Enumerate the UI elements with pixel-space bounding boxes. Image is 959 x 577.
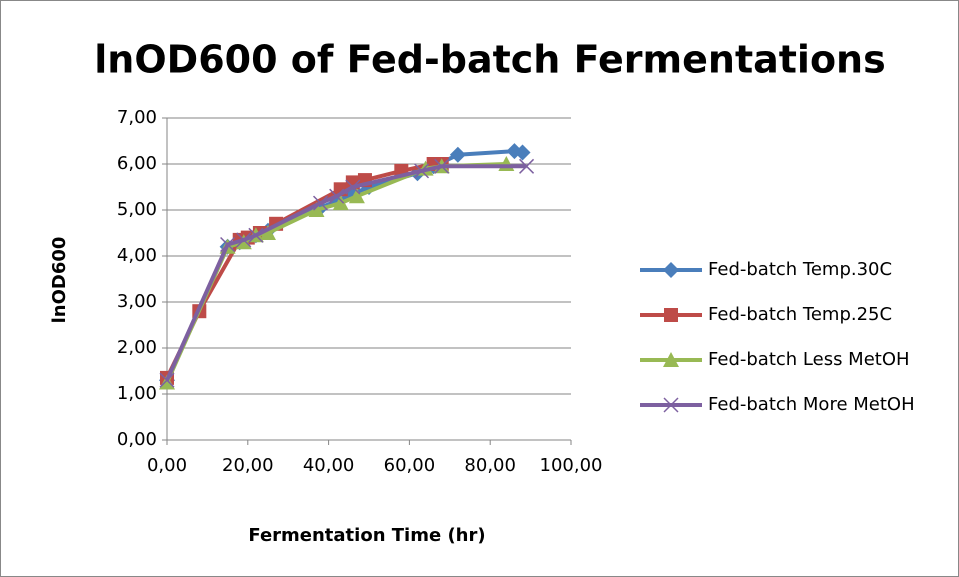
marker (236, 232, 252, 248)
y-tick-label: 5,00 (117, 199, 157, 220)
marker-shape (413, 163, 430, 179)
marker (663, 262, 679, 278)
x-axis-label: Fermentation Time (hr) (248, 525, 485, 546)
marker-shape (449, 146, 466, 163)
marker-shape (434, 158, 450, 174)
x-tick-label: 0,00 (147, 455, 187, 476)
marker (220, 236, 236, 253)
y-tick-label: 2,00 (117, 337, 157, 358)
x-tick-label: 20,00 (222, 455, 274, 476)
y-tick-label: 7,00 (117, 107, 157, 128)
marker (434, 158, 450, 174)
marker (345, 179, 361, 195)
marker-shape (348, 188, 365, 204)
marker (308, 202, 325, 217)
marker (449, 146, 466, 163)
marker (260, 225, 276, 240)
y-axis-label: lnOD600 (49, 237, 70, 324)
marker-shape (236, 232, 252, 248)
marker-shape (248, 227, 264, 243)
legend-label: Fed-batch Temp.25C (708, 304, 892, 325)
marker (663, 352, 679, 367)
y-tick-label: 1,00 (117, 383, 157, 404)
marker-shape (663, 352, 679, 367)
marker (248, 227, 264, 243)
marker-shape (514, 144, 531, 161)
marker (664, 308, 678, 322)
series-line (165, 164, 527, 382)
marker (514, 144, 531, 161)
x-tick-label: 80,00 (464, 455, 516, 476)
marker (519, 158, 535, 174)
marker (159, 374, 175, 390)
legend-label: Fed-batch Temp.30C (708, 259, 892, 280)
y-tick-label: 4,00 (117, 245, 157, 266)
marker-shape (159, 374, 175, 390)
x-tick-label: 60,00 (384, 455, 436, 476)
marker-shape (260, 225, 276, 240)
x-tick-label: 40,00 (303, 455, 355, 476)
marker-shape (663, 262, 679, 278)
y-tick-label: 6,00 (117, 153, 157, 174)
marker-shape (332, 195, 349, 211)
marker-shape (329, 188, 345, 204)
marker (413, 163, 430, 179)
marker (663, 397, 679, 413)
marker-shape (519, 158, 535, 174)
marker-shape (345, 179, 361, 195)
marker (348, 188, 365, 204)
chart-title: lnOD600 of Fed-batch Fermentations (94, 38, 885, 82)
marker-shape (220, 236, 236, 253)
marker (332, 195, 349, 211)
marker (312, 195, 329, 211)
marker-shape (312, 195, 329, 211)
marker-shape (664, 308, 678, 322)
marker-shape (159, 372, 175, 388)
marker-shape (663, 397, 679, 413)
y-tick-label: 3,00 (117, 291, 157, 312)
legend-label: Fed-batch Less MetOH (708, 349, 910, 370)
marker-shape (308, 202, 325, 217)
x-tick-label: 100,00 (540, 455, 603, 476)
legend-label: Fed-batch More MetOH (708, 394, 915, 415)
marker (329, 188, 345, 204)
y-tick-label: 0,00 (117, 429, 157, 450)
marker (159, 372, 175, 388)
